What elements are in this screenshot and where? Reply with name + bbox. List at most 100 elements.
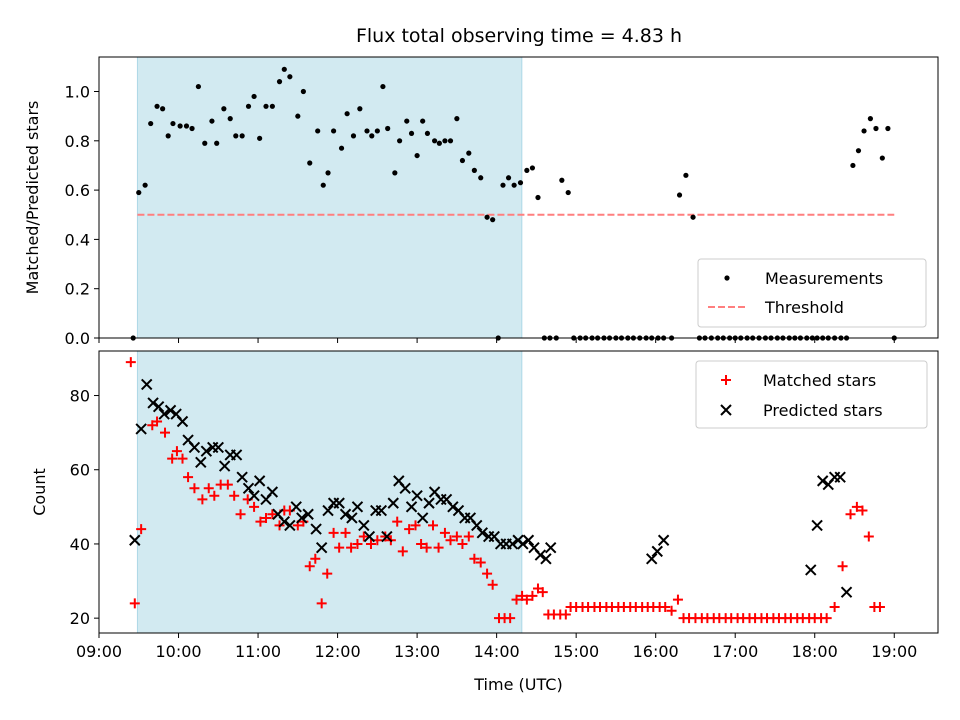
matched-star-point	[316, 598, 327, 609]
measurement-point	[414, 152, 420, 159]
measurement-point	[454, 116, 460, 122]
x-tick-label: 14:00	[474, 642, 520, 661]
predicted-star-point	[212, 441, 224, 454]
bottom-panel: 20 40 60 80 09:00 10:00 11:00 12:00 13:00 14:00 15…	[30, 350, 939, 694]
matched-star-point	[469, 553, 480, 564]
matched-star-point	[857, 505, 868, 516]
x-tick-label: 12:00	[315, 642, 361, 661]
predicted-star-point	[290, 501, 302, 513]
predicted-star-point	[230, 449, 243, 461]
predicted-star-point	[346, 512, 358, 524]
measurement-point	[315, 128, 321, 134]
matched-star-point	[358, 531, 369, 542]
matched-star-point	[672, 594, 683, 605]
legend-label: Predicted stars	[763, 401, 883, 420]
measurement-point	[369, 133, 375, 139]
measurement-point	[245, 103, 252, 109]
measurement-point	[202, 140, 208, 146]
predicted-star-point	[236, 471, 248, 483]
matched-star-point	[171, 446, 182, 457]
predicted-star-point	[811, 519, 823, 532]
matched-star-point	[505, 613, 516, 624]
measurement-point	[136, 189, 142, 196]
predicted-star-point	[411, 490, 423, 502]
matched-star-point	[821, 613, 832, 624]
measurement-point	[535, 194, 541, 201]
matched-star-point	[416, 538, 427, 549]
matched-star-point	[397, 546, 408, 557]
matched-star-point	[177, 453, 188, 464]
legend-box	[697, 258, 927, 328]
matched-star-point	[160, 427, 171, 438]
matched-star-point	[352, 538, 363, 549]
measurement-point	[424, 130, 431, 137]
measurement-point	[307, 160, 313, 166]
measurement-point	[559, 177, 565, 183]
matched-star-point	[235, 509, 246, 520]
x-tick-label: 10:00	[155, 642, 201, 661]
measurement-point	[565, 189, 571, 196]
matched-star-point	[463, 531, 474, 542]
axes-frame	[98, 56, 939, 339]
matched-star-point	[189, 483, 200, 494]
legend-predicted-marker	[720, 404, 732, 416]
x-tick-label: 16:00	[633, 642, 679, 661]
measurement-point	[263, 103, 269, 109]
measurement-point	[374, 128, 380, 134]
measurement-point	[160, 106, 166, 112]
legend: Matched stars Predicted stars	[695, 360, 928, 429]
x-tick-label: 09:00	[76, 642, 122, 661]
measurement-point	[257, 135, 263, 141]
y-tick-label: 1.0	[65, 83, 90, 102]
matched-star-point	[152, 416, 163, 427]
matched-star-point	[249, 501, 260, 512]
matched-star-point	[560, 609, 571, 620]
matched-star-point	[167, 453, 178, 464]
matched-star-point	[527, 590, 538, 601]
matched-star-point	[129, 598, 140, 609]
matched-star-point	[209, 490, 220, 501]
predicted-star-point	[816, 475, 829, 487]
measurement-point	[511, 182, 517, 188]
predicted-star-point	[540, 553, 552, 565]
predicted-star-point	[147, 397, 159, 409]
matched-star-point	[439, 527, 450, 538]
predicted-star-point	[545, 541, 557, 554]
measurement-point	[397, 138, 403, 144]
matched-star-point	[267, 509, 278, 520]
matched-star-point	[125, 357, 136, 368]
measurement-point	[683, 172, 689, 178]
predicted-star-point	[351, 501, 364, 513]
matched-star-point	[229, 490, 240, 501]
legend: Measurements Threshold	[697, 258, 927, 328]
measurement-point	[855, 148, 862, 154]
matched-star-point	[365, 538, 376, 549]
measurement-point	[276, 79, 283, 85]
predicted-star-point	[266, 486, 279, 498]
measurement-point	[165, 133, 171, 139]
measurement-point	[392, 170, 398, 176]
measurement-point	[432, 138, 438, 144]
measurement-point	[331, 128, 337, 134]
measurement-point	[183, 123, 190, 129]
matched-star-point	[222, 479, 233, 490]
predicted-star-point	[651, 545, 663, 558]
predicted-star-point	[387, 497, 399, 509]
legend-label: Matched stars	[763, 371, 876, 390]
matched-star-point	[845, 509, 856, 520]
matched-star-point	[410, 520, 421, 531]
predicted-star-point	[284, 519, 296, 532]
matched-star-point	[380, 531, 391, 542]
predicted-star-point	[828, 471, 841, 483]
predicted-star-point	[447, 501, 459, 513]
measurement-point	[867, 116, 874, 122]
measurement-point	[281, 66, 287, 72]
y-tick-label: 0.8	[65, 132, 90, 151]
matched-star-point	[304, 561, 315, 572]
measurement-point	[466, 150, 472, 156]
measurement-point	[154, 103, 160, 109]
matched-star-point	[433, 542, 444, 553]
predicted-star-point	[158, 408, 170, 420]
matched-star-point	[136, 524, 147, 535]
x-tick-label: 19:00	[871, 642, 917, 661]
